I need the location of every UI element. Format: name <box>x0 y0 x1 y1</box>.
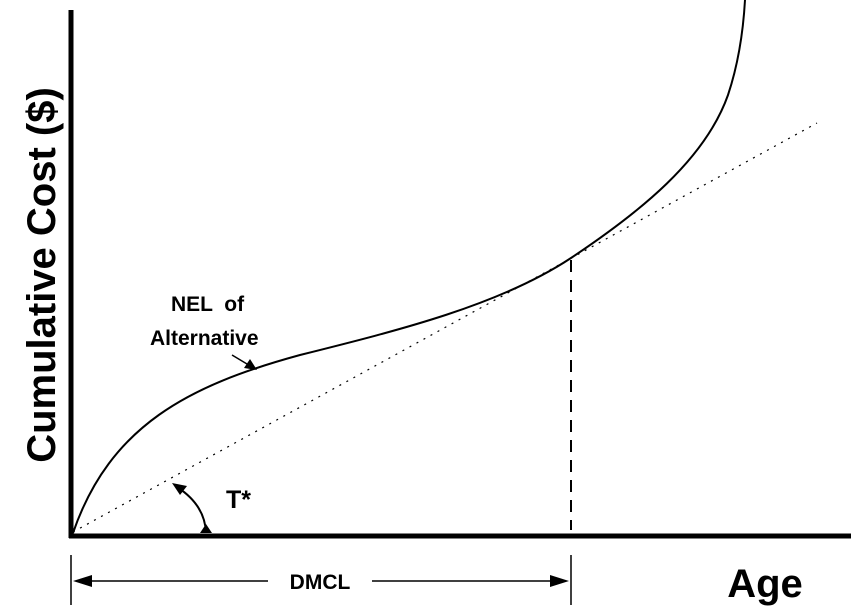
dmcl-left-arrowhead <box>73 575 92 587</box>
x-axis-label: Age <box>727 562 803 606</box>
curve-pointer-arrowhead <box>244 359 257 370</box>
y-axis-label: Cumulative Cost ($) <box>20 87 64 463</box>
angle-label: T* <box>226 486 251 514</box>
curve-label-line1: NEL of <box>171 293 245 316</box>
dmcl-right-arrowhead <box>550 575 569 587</box>
tangent-dotted-line <box>72 122 818 533</box>
curve-label-line2: Alternative <box>150 327 259 350</box>
angle-arrowhead-lower <box>200 524 212 533</box>
angle-arc <box>176 486 207 534</box>
span-label: DMCL <box>290 571 351 594</box>
nel-cost-curve <box>72 0 746 534</box>
angle-arrowhead-upper <box>172 483 187 495</box>
